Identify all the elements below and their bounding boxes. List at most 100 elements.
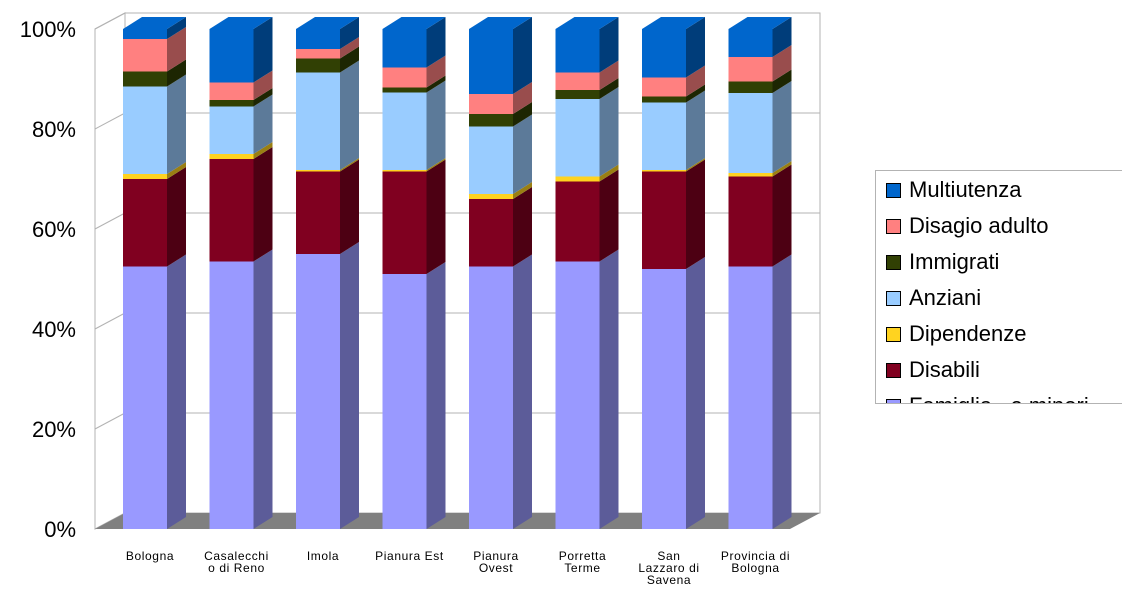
bar-famiglia-side bbox=[686, 257, 705, 529]
bar-disabili-front bbox=[555, 181, 600, 262]
legend-swatch bbox=[886, 398, 901, 403]
legend-label: Multiutenza bbox=[909, 177, 1022, 202]
bar-disabili-side bbox=[167, 167, 186, 267]
bar-anziani-front bbox=[469, 126, 513, 194]
bar-multiutenza-side bbox=[772, 17, 792, 57]
bar-multiutenza-top bbox=[728, 17, 792, 29]
bar-multiutenza-top bbox=[642, 17, 705, 29]
bar-immigrati-side bbox=[513, 102, 532, 127]
bar-disagio-side bbox=[426, 55, 446, 88]
bar-disabili-front bbox=[469, 199, 513, 267]
bar-dipendenze-side bbox=[167, 162, 186, 179]
bar-disabili-side bbox=[599, 169, 619, 262]
legend-item: Multiutenza bbox=[886, 177, 1022, 203]
y-tick-label: 40% bbox=[32, 317, 76, 342]
chart-legend: Multiutenza Disagio adulto Immigrati Anzian… bbox=[875, 170, 1122, 404]
x-tick-label: Savena bbox=[647, 573, 691, 587]
x-tick-label: Porretta bbox=[559, 549, 607, 563]
gridline-side bbox=[94, 312, 126, 330]
x-tick-label: Terme bbox=[564, 561, 600, 575]
legend-label: Anziani bbox=[909, 285, 982, 310]
bar-immigrati-front bbox=[555, 90, 600, 99]
bar-disagio-side bbox=[253, 70, 273, 100]
bar-disabili-front bbox=[209, 159, 254, 262]
bar-multiutenza-front bbox=[469, 29, 513, 94]
y-tick-label: 0% bbox=[44, 517, 76, 542]
bar-anziani-front bbox=[296, 72, 340, 170]
bar-immigrati-side bbox=[599, 78, 619, 99]
legend-item: Disagio adulto bbox=[886, 213, 1048, 239]
bar-dipendenze-side bbox=[686, 158, 705, 172]
bar-immigrati-front bbox=[469, 114, 513, 127]
side-wall bbox=[94, 12, 126, 530]
bar-disabili-side bbox=[686, 159, 705, 269]
bar-immigrati-side bbox=[772, 69, 792, 93]
y-tick-label: 80% bbox=[32, 117, 76, 142]
bar-immigrati-front bbox=[382, 87, 427, 93]
bar-multiutenza-side bbox=[253, 17, 273, 83]
bar-disagio-side bbox=[599, 60, 619, 90]
x-tick-label: o di Reno bbox=[208, 561, 265, 575]
legend-swatch bbox=[886, 218, 901, 234]
bar-immigrati-side bbox=[253, 88, 273, 107]
gridline-side bbox=[94, 212, 126, 230]
y-tick-label: 60% bbox=[32, 217, 76, 242]
bar-famiglia-front bbox=[728, 266, 773, 529]
bar-disabili-front bbox=[642, 171, 686, 269]
x-tick-label: Imola bbox=[307, 549, 339, 563]
bar-anziani-side bbox=[253, 94, 273, 154]
bar-immigrati-front bbox=[123, 71, 167, 87]
bar-multiutenza-top bbox=[382, 17, 446, 29]
legend-swatch bbox=[886, 326, 901, 342]
bar-disabili-side bbox=[253, 147, 273, 262]
y-tick-label: 20% bbox=[32, 417, 76, 442]
bar-anziani-front bbox=[209, 106, 254, 154]
bar-anziani-side bbox=[513, 114, 532, 194]
bar-anziani-side bbox=[340, 60, 359, 170]
x-tick-label: Provincia di bbox=[721, 549, 790, 563]
bar-disagio-front bbox=[642, 77, 686, 97]
bar-multiutenza-side bbox=[426, 17, 446, 68]
legend-swatch bbox=[886, 182, 901, 198]
bar-disagio-side bbox=[686, 65, 705, 97]
x-tick-label: Ovest bbox=[479, 561, 513, 575]
bar-disagio-side bbox=[167, 27, 186, 72]
bar-disagio-side bbox=[513, 82, 532, 114]
bar-anziani-front bbox=[642, 102, 686, 170]
bar-multiutenza-side bbox=[513, 17, 532, 94]
bar-dipendenze-front bbox=[642, 170, 686, 172]
legend-item: Famiglia e minori bbox=[886, 393, 1089, 403]
gridline-side bbox=[94, 112, 126, 130]
x-tick-label: Bologna bbox=[126, 549, 174, 563]
bar-multiutenza-top bbox=[469, 17, 532, 29]
legend-item: Disabili bbox=[886, 357, 980, 383]
bar-disagio-side bbox=[340, 37, 359, 59]
bar-famiglia-front bbox=[642, 269, 686, 529]
bar-multiutenza-side bbox=[167, 17, 186, 39]
bar-dipendenze-side bbox=[772, 161, 792, 177]
bar-multiutenza-front bbox=[555, 29, 600, 73]
bar-dipendenze-front bbox=[469, 194, 513, 199]
bar-famiglia-front bbox=[123, 266, 167, 529]
x-tick-label: Casalecchi bbox=[204, 549, 269, 563]
bar-disagio-front bbox=[555, 72, 600, 90]
bar-disagio-front bbox=[382, 67, 427, 88]
bar-disabili-front bbox=[382, 171, 427, 274]
bar-famiglia-side bbox=[340, 242, 359, 529]
legend-label: Disabili bbox=[909, 357, 980, 382]
legend-item: Anziani bbox=[886, 285, 981, 311]
bar-immigrati-side bbox=[686, 84, 705, 103]
bar-disabili-side bbox=[340, 159, 359, 254]
bar-disagio-front bbox=[728, 57, 773, 82]
bar-anziani-side bbox=[599, 87, 619, 177]
bar-famiglia-side bbox=[167, 254, 186, 529]
chart-floor bbox=[95, 513, 820, 529]
bar-disagio-front bbox=[123, 39, 167, 72]
bar-disabili-side bbox=[513, 187, 532, 267]
bar-famiglia-side bbox=[513, 254, 532, 529]
bar-famiglia-front bbox=[469, 266, 513, 529]
x-tick-label: Lazzaro di bbox=[638, 561, 699, 575]
bar-immigrati-side bbox=[167, 59, 186, 87]
